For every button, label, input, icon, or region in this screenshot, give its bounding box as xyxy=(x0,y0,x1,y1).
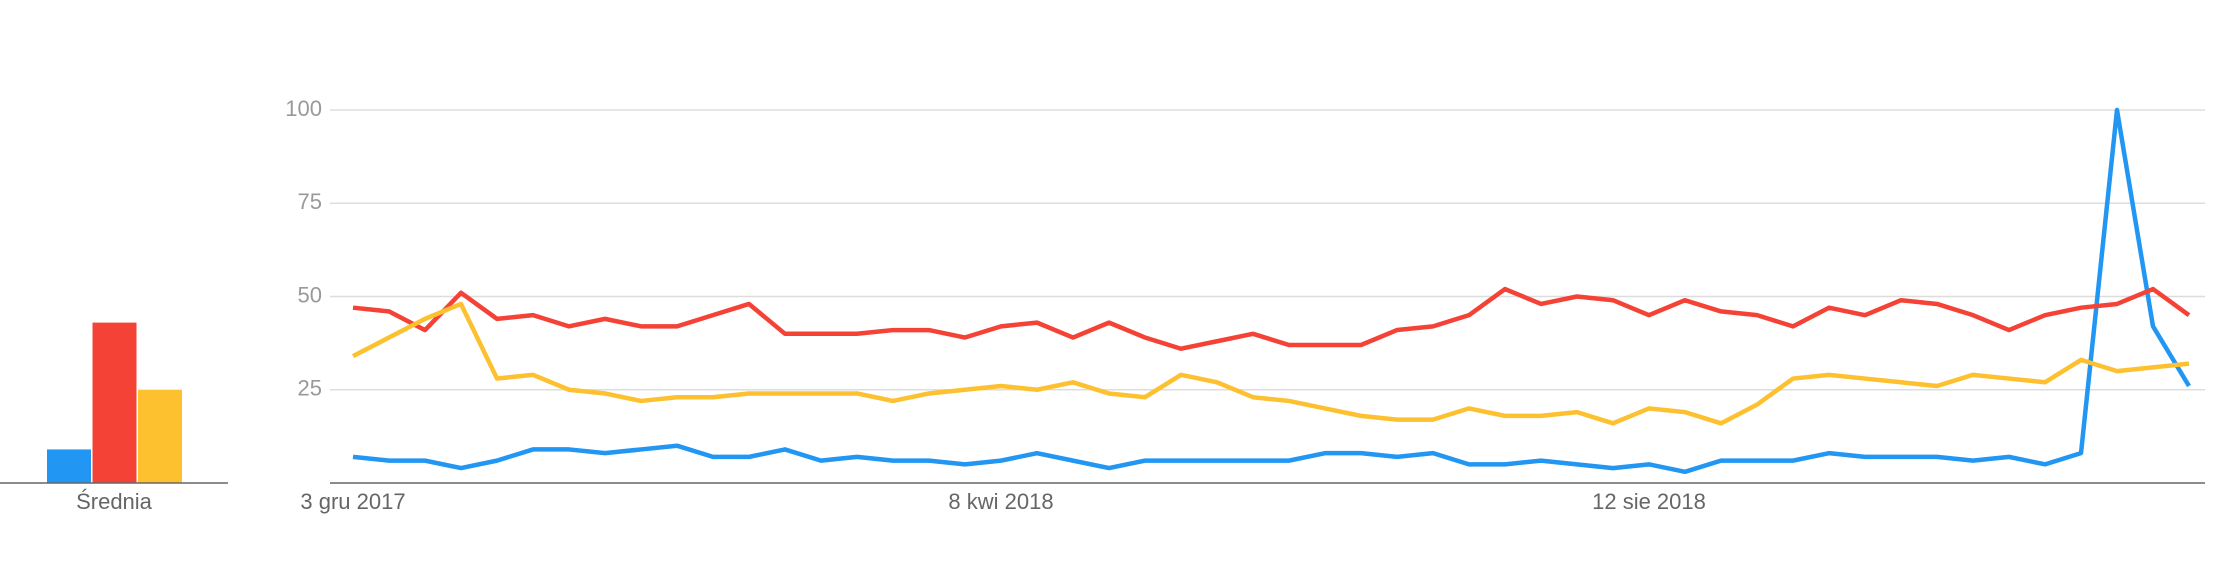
y-tick-label: 75 xyxy=(298,189,322,214)
y-tick-label: 25 xyxy=(298,376,322,401)
y-tick-label: 50 xyxy=(298,282,322,307)
x-tick-label: 3 gru 2017 xyxy=(300,489,405,514)
x-tick-label: 12 sie 2018 xyxy=(1592,489,1706,514)
bar xyxy=(138,389,182,483)
line-series xyxy=(352,107,2191,475)
x-tick-label: Średnia xyxy=(76,489,153,514)
bar xyxy=(92,322,137,483)
line-series xyxy=(351,301,2190,426)
bar xyxy=(47,449,91,483)
y-tick-label: 100 xyxy=(285,96,322,121)
line-series xyxy=(352,286,2191,351)
x-tick-label: 8 kwi 2018 xyxy=(948,489,1053,514)
